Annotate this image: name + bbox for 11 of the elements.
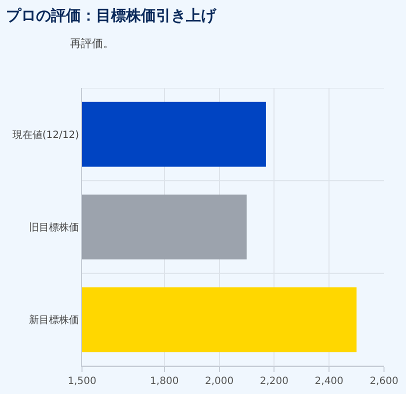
x-tick-label: 2,400 [314,376,344,387]
y-tick-label: 現在値(12/12) [12,128,80,141]
chart-subtitle: 再評価。 [70,37,114,50]
x-tick-label: 2,000 [204,376,234,387]
x-tick-label: 1,800 [150,376,179,387]
y-tick-label: 新目標株価 [29,314,79,326]
y-tick-label: 旧目標株価 [29,222,79,234]
x-tick-label: 2,600 [370,376,398,387]
chart-title: プロの評価：目標株価引き上げ [6,6,218,24]
x-tick-label: 1,500 [68,376,96,387]
x-tick-label: 2,200 [260,376,288,387]
